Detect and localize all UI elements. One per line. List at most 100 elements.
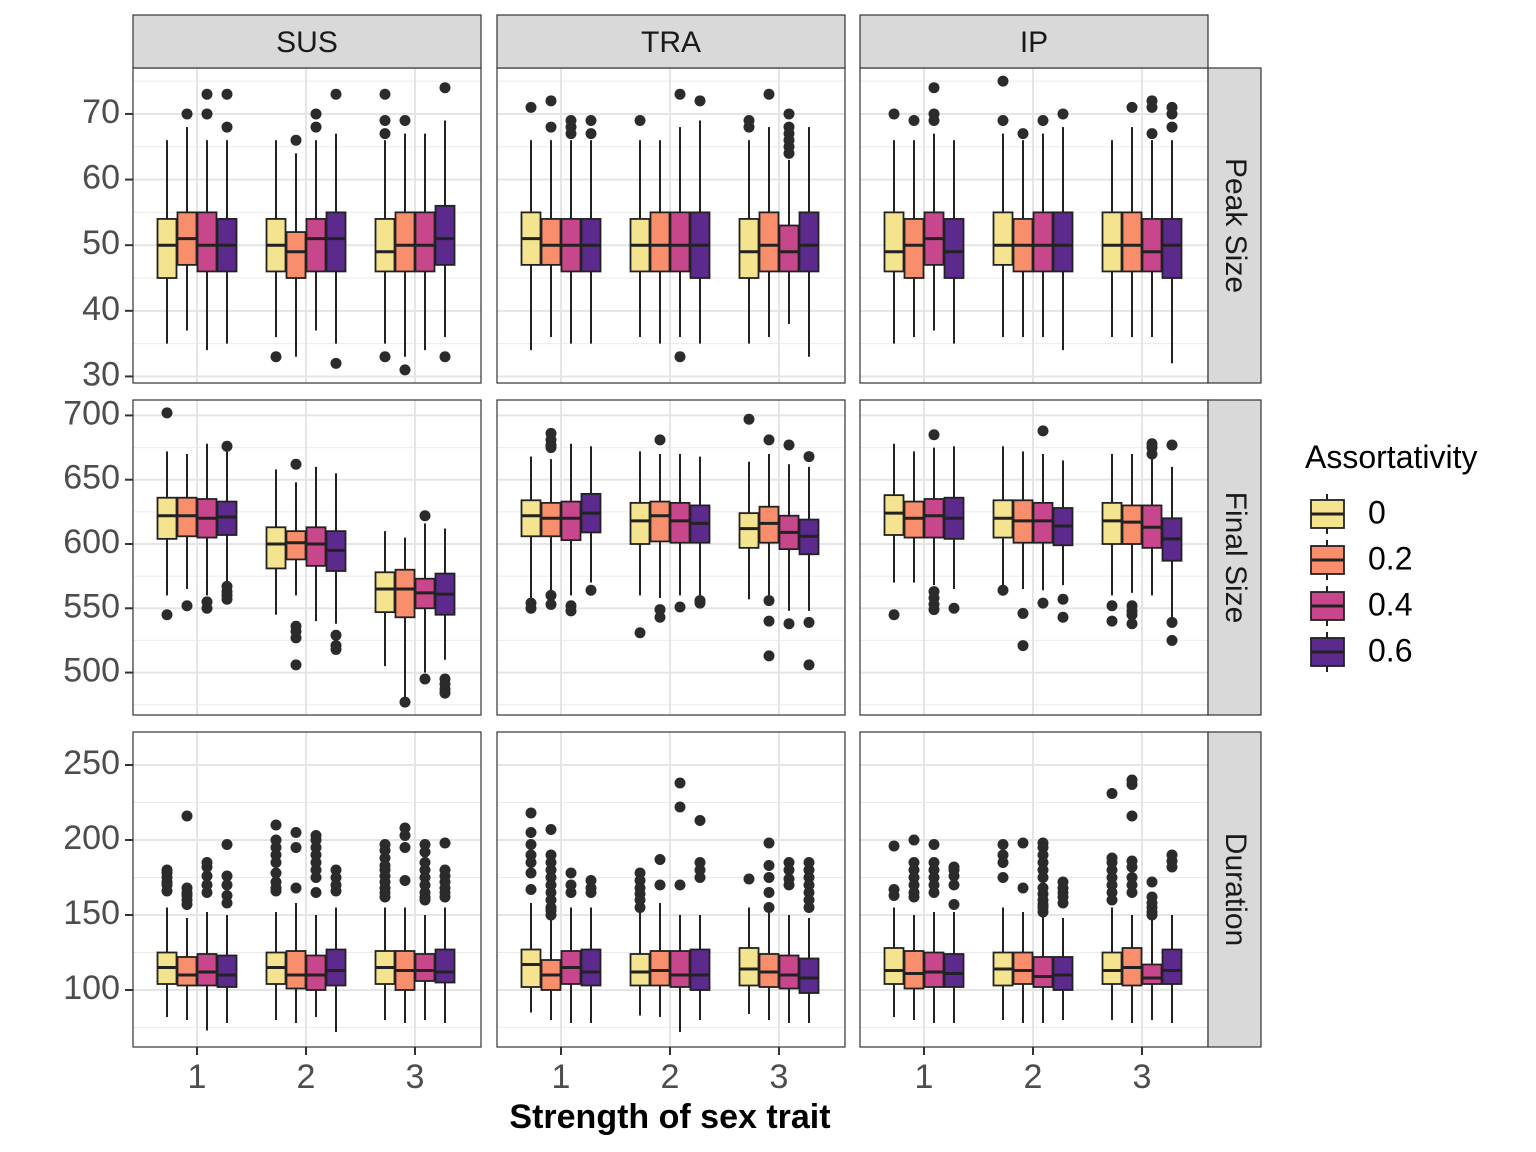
row-strip-label: Final Size xyxy=(1219,492,1252,624)
outlier-point xyxy=(1106,788,1118,799)
outlier-point xyxy=(290,882,302,894)
box xyxy=(285,231,307,279)
outlier-point xyxy=(525,101,537,113)
outlier-point xyxy=(654,434,666,446)
box xyxy=(216,954,238,988)
outlier-point xyxy=(419,894,431,906)
outlier-point xyxy=(330,629,342,641)
y-tick-label: 700 xyxy=(63,394,120,432)
outlier-point xyxy=(928,887,940,898)
outlier-point xyxy=(330,643,342,655)
y-tick-label: 70 xyxy=(82,93,120,131)
panel xyxy=(132,67,482,384)
x-tick-label: 2 xyxy=(297,1058,316,1096)
outlier-point xyxy=(674,777,686,789)
box xyxy=(285,530,307,561)
outlier-point xyxy=(201,602,213,614)
row-strip xyxy=(1207,399,1262,716)
outlier-point xyxy=(419,510,431,522)
outlier-point xyxy=(379,351,391,363)
outlier-point xyxy=(1166,634,1178,646)
outlier-point xyxy=(674,879,686,891)
outlier-point xyxy=(221,839,233,850)
y-tick-label: 100 xyxy=(63,969,120,1007)
box xyxy=(325,948,347,987)
panels-layer xyxy=(132,67,1209,1048)
panel xyxy=(132,399,482,716)
outlier-point xyxy=(399,875,411,886)
outlier-point xyxy=(694,597,706,609)
box xyxy=(883,494,905,536)
box xyxy=(689,948,711,991)
y-tick-label: 200 xyxy=(63,819,120,857)
row-strip xyxy=(1207,731,1262,1048)
outlier-point xyxy=(783,879,795,891)
box xyxy=(1141,218,1163,273)
outlier-point xyxy=(908,834,920,846)
col-strip-label: TRA xyxy=(641,26,701,59)
box xyxy=(923,951,945,988)
box xyxy=(1032,956,1054,988)
outlier-point xyxy=(399,842,411,853)
outlier-point xyxy=(928,82,940,94)
outlier-point xyxy=(674,801,686,813)
outlier-point xyxy=(763,434,775,446)
outlier-point xyxy=(181,810,193,822)
outlier-point xyxy=(525,857,537,868)
outlier-point xyxy=(997,75,1009,87)
outlier-point xyxy=(1126,887,1138,898)
legend-title: Assortativity xyxy=(1305,439,1477,475)
outlier-point xyxy=(201,108,213,120)
x-tick-label: 1 xyxy=(552,1058,571,1096)
box xyxy=(629,953,651,987)
outlier-point xyxy=(399,830,411,841)
outlier-point xyxy=(439,837,451,849)
box xyxy=(1101,951,1123,985)
outlier-point xyxy=(439,82,451,94)
outlier-point xyxy=(694,815,706,826)
outlier-point xyxy=(803,451,815,463)
outlier-point xyxy=(270,351,282,363)
outlier-point xyxy=(888,890,900,901)
y-tick-label: 500 xyxy=(63,652,120,690)
legend-item: 0 xyxy=(1310,494,1386,534)
box xyxy=(738,947,760,987)
box xyxy=(434,204,456,266)
outlier-point xyxy=(1037,906,1049,918)
outlier-point xyxy=(1166,616,1178,628)
outlier-point xyxy=(803,902,815,913)
outlier-point xyxy=(181,899,193,910)
panel xyxy=(859,399,1209,716)
box xyxy=(560,500,582,542)
outlier-point xyxy=(565,605,577,617)
box xyxy=(798,957,820,994)
outlier-point xyxy=(161,609,173,621)
outlier-point xyxy=(948,899,960,910)
box xyxy=(305,218,327,273)
outlier-point xyxy=(694,95,706,107)
outlier-point xyxy=(565,128,577,140)
outlier-point xyxy=(1146,909,1158,921)
outlier-point xyxy=(201,870,213,882)
outlier-point xyxy=(1126,810,1138,822)
box xyxy=(903,950,925,990)
outlier-point xyxy=(290,458,302,470)
outlier-point xyxy=(565,867,577,879)
box xyxy=(1121,504,1143,545)
legend-item: 0.6 xyxy=(1310,632,1412,672)
outlier-point xyxy=(565,887,577,898)
outlier-point xyxy=(545,598,557,610)
outlier-point xyxy=(654,854,666,865)
box xyxy=(1121,211,1143,273)
legend-label: 0.4 xyxy=(1368,586,1412,622)
box xyxy=(520,948,542,988)
outlier-point xyxy=(763,650,775,662)
outlier-point xyxy=(1126,779,1138,790)
box xyxy=(325,211,347,273)
box xyxy=(649,950,671,987)
box xyxy=(883,947,905,985)
col-strip-ip xyxy=(859,14,1209,69)
outlier-point xyxy=(290,659,302,671)
box xyxy=(265,526,287,570)
